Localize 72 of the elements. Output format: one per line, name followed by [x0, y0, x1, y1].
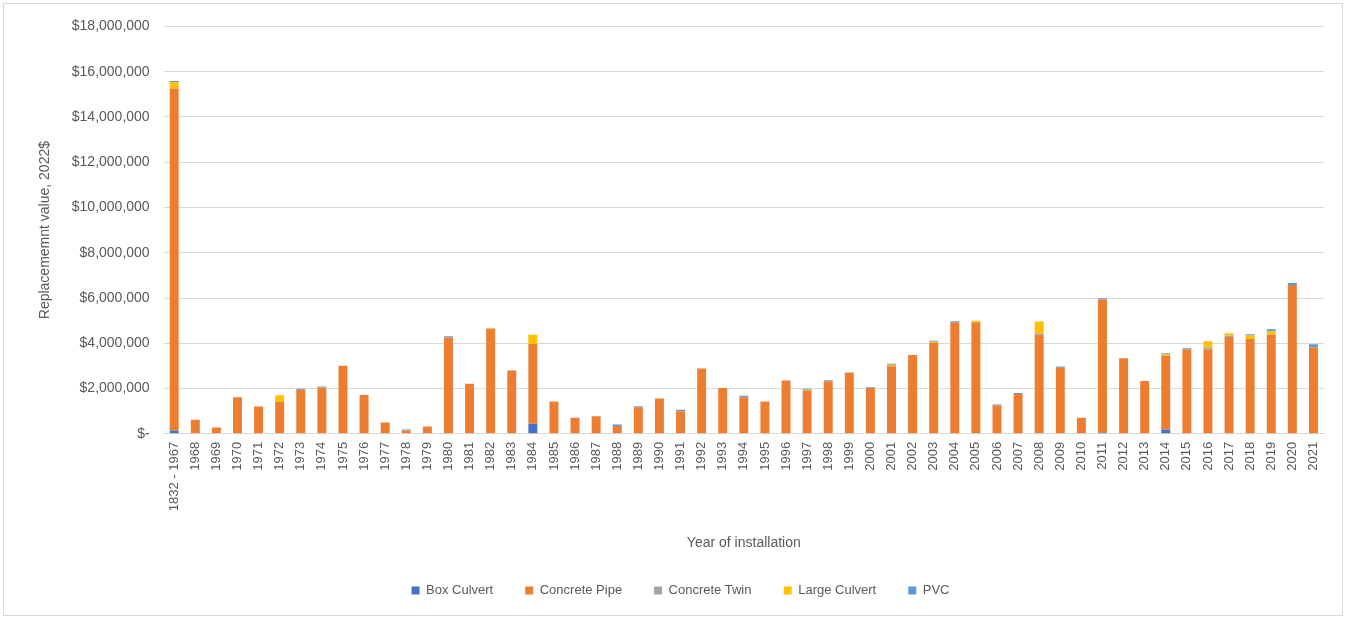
x-tick-label: 1988 — [608, 441, 624, 471]
x-tick-label: 2010 — [1072, 441, 1088, 471]
x-tick-label: 2004 — [946, 441, 962, 471]
x-tick-label: 2002 — [904, 441, 920, 471]
legend-label: Large Culvert — [798, 582, 877, 598]
x-tick-label: 1982 — [482, 441, 498, 471]
y-tick-label: $14,000,000 — [71, 107, 150, 124]
x-tick-label: 1989 — [629, 441, 645, 471]
x-tick-label: 2021 — [1305, 441, 1321, 471]
legend-label: Concrete Twin — [668, 582, 752, 598]
x-tick-label: 2011 — [1094, 441, 1110, 470]
x-tick-label: 2019 — [1262, 441, 1278, 471]
x-tick-label: 1992 — [693, 441, 709, 471]
x-tick-label: 2007 — [1009, 441, 1025, 471]
x-tick-label: 2008 — [1030, 441, 1046, 471]
x-tick-label: 2013 — [1136, 441, 1152, 471]
x-tick-label: 2000 — [861, 441, 877, 471]
x-tick-label: 1979 — [418, 441, 434, 471]
x-tick-label: 1991 — [672, 441, 688, 471]
x-tick-label: 1997 — [798, 441, 814, 471]
x-tick-label: 1973 — [292, 441, 308, 471]
x-tick-label: 1832 - 1967 — [165, 441, 181, 512]
x-tick-label: 2017 — [1220, 441, 1236, 471]
x-tick-label: 1996 — [777, 441, 793, 471]
x-tick-label: 2001 — [883, 441, 899, 471]
x-tick-label: 1980 — [440, 441, 456, 471]
x-tick-label: 2014 — [1157, 441, 1173, 471]
x-axis-title: Year of installation — [686, 534, 801, 551]
y-tick-label: $6,000,000 — [79, 288, 150, 305]
x-tick-label: 2020 — [1283, 441, 1299, 471]
x-tick-label: 1981 — [461, 441, 477, 471]
y-tick-label: $12,000,000 — [71, 153, 150, 170]
x-tick-label: 1995 — [756, 441, 772, 471]
legend-label: PVC — [922, 582, 950, 598]
x-tick-label: 1975 — [334, 441, 350, 471]
x-tick-label: 2006 — [988, 441, 1004, 471]
x-tick-label: 2005 — [967, 441, 983, 471]
y-tick-label: $16,000,000 — [71, 62, 150, 79]
x-tick-label: 1998 — [819, 441, 835, 471]
x-tick-label: 1990 — [651, 441, 667, 471]
x-tick-label: 2012 — [1115, 441, 1131, 471]
y-tick-label: $2,000,000 — [79, 379, 150, 396]
y-tick-label: $4,000,000 — [79, 334, 150, 351]
x-tick-label: 1985 — [545, 441, 561, 471]
x-tick-label: 1970 — [229, 441, 245, 471]
legend-label: Concrete Pipe — [539, 582, 623, 598]
x-tick-label: 2016 — [1199, 441, 1215, 471]
x-tick-label: 1968 — [186, 441, 202, 471]
x-tick-label: 1971 — [250, 441, 266, 471]
y-tick-label: $- — [137, 424, 150, 441]
y-tick-label: $18,000,000 — [71, 17, 150, 34]
y-axis-title: Replacememnt value, 2022$ — [36, 140, 53, 320]
x-tick-label: 1972 — [271, 441, 287, 471]
x-tick-label: 1999 — [840, 441, 856, 471]
x-tick-label: 1976 — [355, 441, 371, 471]
x-tick-label: 1994 — [735, 441, 751, 471]
x-tick-label: 1974 — [313, 441, 329, 471]
x-tick-label: 2015 — [1178, 441, 1194, 471]
x-tick-label: 2003 — [925, 441, 941, 471]
x-tick-label: 1977 — [376, 441, 392, 471]
x-tick-label: 1986 — [566, 441, 582, 471]
y-tick-label: $10,000,000 — [71, 198, 150, 215]
y-tick-label: $8,000,000 — [79, 243, 150, 260]
x-tick-label: 1978 — [397, 441, 413, 471]
x-tick-label: 2018 — [1241, 441, 1257, 471]
x-tick-label: 1983 — [503, 441, 519, 471]
x-tick-label: 2009 — [1051, 441, 1067, 471]
x-tick-label: 1993 — [714, 441, 730, 471]
x-tick-label: 1969 — [207, 441, 223, 471]
x-tick-label: 1984 — [524, 441, 540, 471]
legend-label: Box Culvert — [426, 582, 494, 598]
x-tick-label: 1987 — [587, 441, 603, 471]
